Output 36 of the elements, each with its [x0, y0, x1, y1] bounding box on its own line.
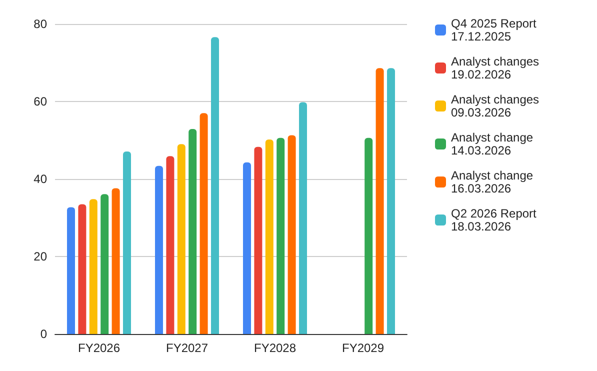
legend-label: Analyst changes 09.03.2026 [451, 92, 540, 120]
y-tick-label: 0 [40, 327, 48, 341]
bar [112, 188, 120, 334]
bar [387, 68, 395, 334]
bar [376, 68, 384, 334]
bar [123, 151, 131, 334]
bar [155, 166, 163, 334]
bar [299, 102, 307, 334]
bar [78, 204, 86, 334]
bar [276, 138, 285, 334]
y-tick-label: 40 [34, 172, 48, 186]
x-tick-label: FY2026 [78, 341, 120, 355]
bar [288, 135, 296, 334]
legend-label: Analyst change 16.03.2026 [451, 168, 534, 196]
x-tick-label: FY2028 [254, 341, 296, 355]
legend-label: Analyst change 14.03.2026 [451, 130, 534, 158]
bar [265, 139, 274, 334]
bar [166, 156, 174, 334]
legend-label: Q4 2025 Report 17.12.2025 [451, 16, 538, 44]
y-tick-label: 60 [34, 94, 48, 108]
y-tick-label: 20 [34, 250, 48, 264]
bar [177, 144, 186, 334]
bar [67, 207, 75, 334]
bar [89, 199, 98, 334]
legend-label: Analyst changes 19.02.2026 [451, 54, 540, 82]
bar [364, 138, 373, 334]
bar [211, 37, 219, 334]
bar [100, 194, 109, 334]
bar [254, 146, 262, 334]
x-tick-label: FY2027 [166, 341, 208, 355]
bar [243, 162, 251, 334]
bar [188, 129, 197, 334]
bar [200, 113, 208, 334]
x-tick-label: FY2029 [342, 341, 384, 355]
y-tick-label: 80 [34, 17, 48, 31]
legend-label: Q2 2026 Report 18.03.2026 [451, 206, 538, 234]
